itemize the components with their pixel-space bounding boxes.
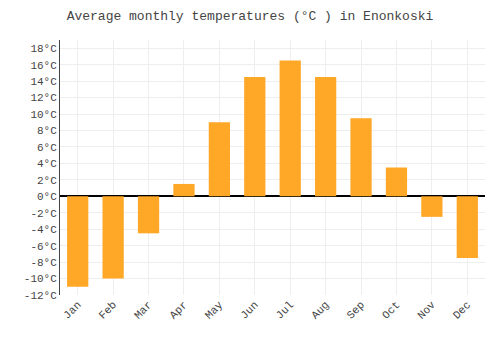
svg-text:-10°C: -10°C [24,273,57,285]
svg-text:Jul: Jul [274,299,296,321]
svg-text:Average monthly temperatures (: Average monthly temperatures (°C ) in En… [67,9,434,24]
svg-text:-2°C: -2°C [30,208,57,220]
svg-text:-6°C: -6°C [30,241,57,253]
svg-text:Aug: Aug [309,299,331,321]
svg-text:18°C: 18°C [30,43,57,55]
svg-text:May: May [203,299,226,322]
svg-text:Jan: Jan [61,299,83,321]
svg-text:Nov: Nov [415,299,438,322]
svg-text:Oct: Oct [380,299,402,321]
svg-text:Apr: Apr [167,299,189,321]
svg-text:-4°C: -4°C [30,224,57,236]
svg-text:16°C: 16°C [30,60,57,72]
svg-text:Dec: Dec [451,299,473,321]
svg-text:-8°C: -8°C [30,257,57,269]
svg-text:4°C: 4°C [37,158,57,170]
svg-text:0°C: 0°C [37,191,57,203]
svg-text:14°C: 14°C [30,76,57,88]
svg-text:Feb: Feb [97,299,119,321]
svg-text:12°C: 12°C [30,92,57,104]
svg-text:Mar: Mar [132,299,154,321]
svg-text:6°C: 6°C [37,142,57,154]
svg-text:Sep: Sep [345,299,367,321]
svg-text:8°C: 8°C [37,125,57,137]
svg-text:-12°C: -12°C [24,290,57,302]
svg-text:2°C: 2°C [37,175,57,187]
svg-text:10°C: 10°C [30,109,57,121]
svg-text:Jun: Jun [238,299,260,321]
